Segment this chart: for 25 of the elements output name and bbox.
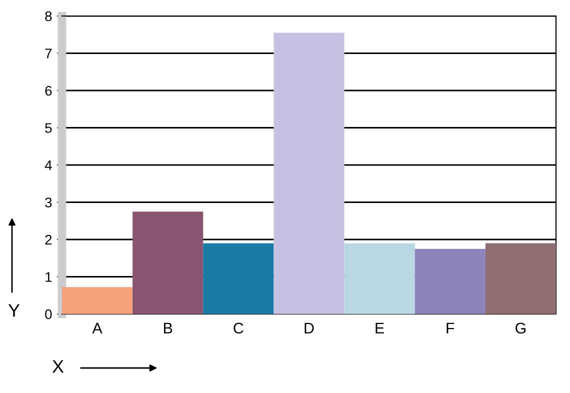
bar [203,243,274,314]
y-tick-label: 6 [45,86,52,96]
bar [344,243,415,314]
bar [274,32,344,314]
bar [414,248,486,314]
x-tick-label: G [516,322,526,334]
y-tick-label: 4 [44,160,52,170]
y-tick-label: 3 [45,198,52,208]
bar [62,287,133,314]
x-tick-label: B [164,322,172,334]
y-axis-title: Y [8,304,20,317]
x-tick-label: A [92,322,102,334]
x-tick-label: F [446,322,454,334]
bar [132,212,204,314]
y-tick-label: 8 [45,11,52,22]
y-tick-label: 0 [45,309,52,320]
x-tick-label: D [304,322,314,334]
y-tick-label: 2 [45,234,52,245]
x-tick-label: C [234,322,244,334]
y-tick-label: 5 [45,123,52,133]
y-tick-label: 1 [46,272,52,282]
x-tick-label: E [376,322,384,334]
x-axis-title: X [52,360,64,373]
y-tick-label: 7 [45,48,52,58]
bar [485,243,556,314]
